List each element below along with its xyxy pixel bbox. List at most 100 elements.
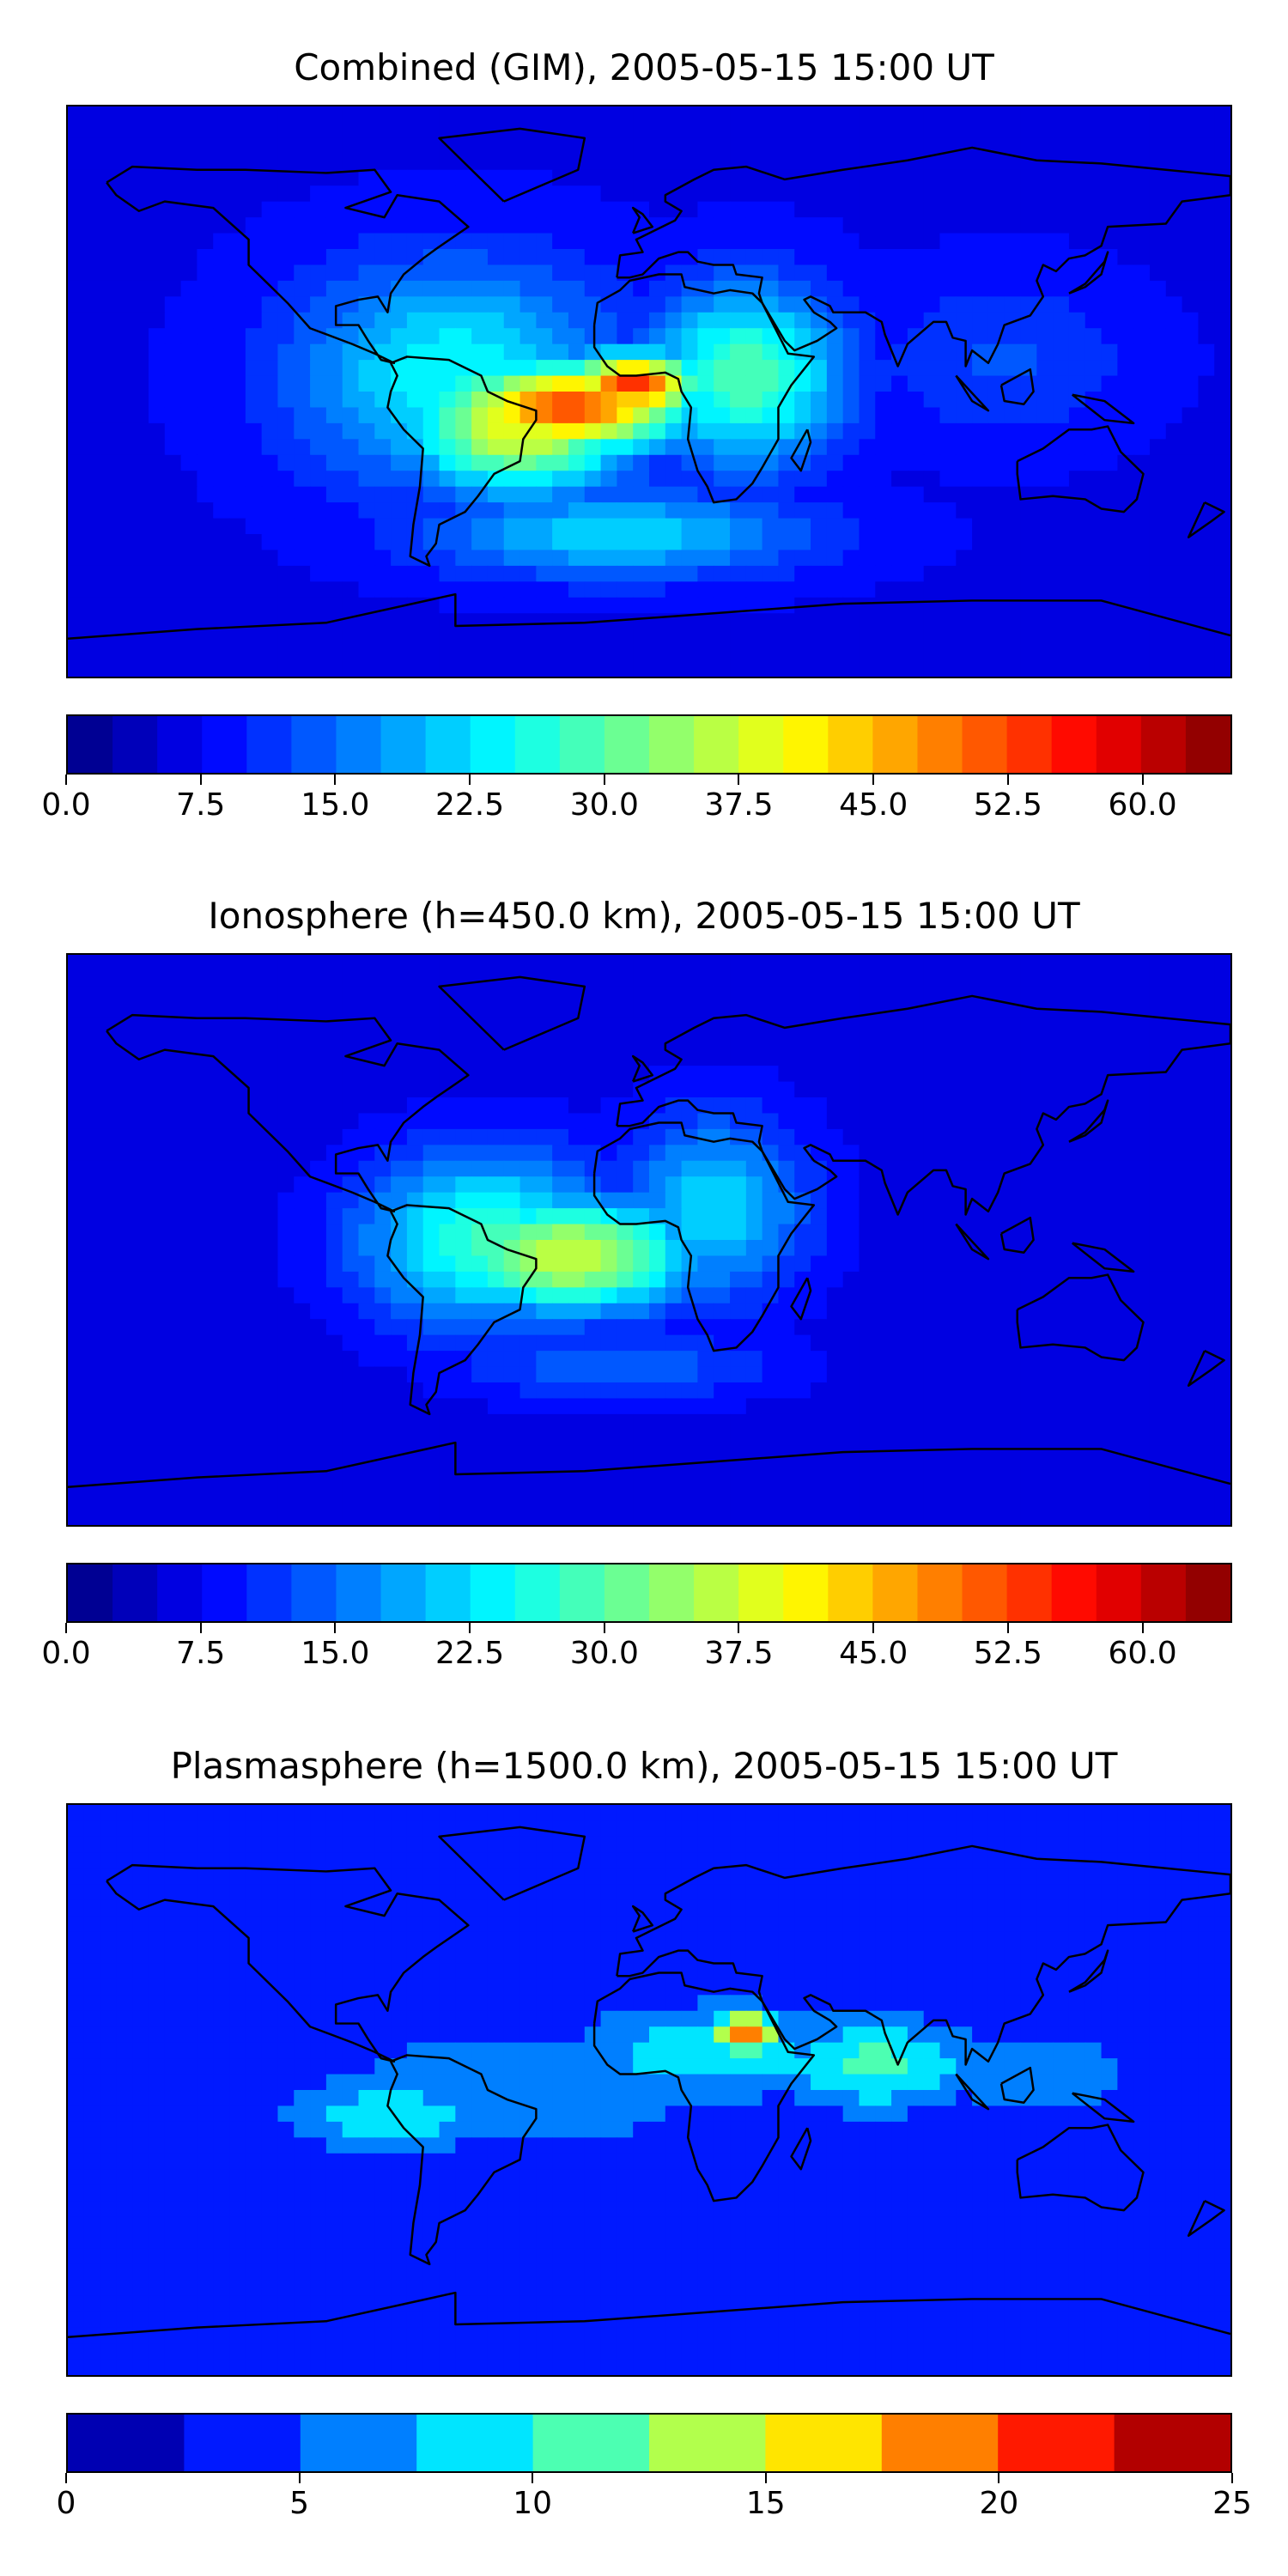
- field-cell: [681, 137, 699, 155]
- field-cell: [229, 550, 246, 567]
- field-cell: [261, 1049, 279, 1066]
- field-cell: [972, 422, 989, 440]
- field-cell: [68, 106, 85, 124]
- field-cell: [519, 154, 537, 171]
- field-cell: [294, 1430, 311, 1447]
- field-cell: [116, 518, 133, 535]
- field-cell: [455, 645, 472, 662]
- field-cell: [310, 645, 327, 662]
- field-cell: [649, 1145, 666, 1162]
- field-cell: [406, 201, 424, 218]
- field-cell: [762, 217, 780, 234]
- field-cell: [149, 122, 166, 139]
- field-cell: [116, 233, 133, 250]
- field-cell: [325, 565, 343, 582]
- field-cell: [972, 280, 989, 297]
- field-cell: [987, 1160, 1005, 1177]
- field-cell: [1068, 360, 1086, 377]
- field-cell: [197, 454, 214, 471]
- field-cell: [681, 360, 699, 377]
- field-cell: [1117, 955, 1134, 972]
- field-cell: [503, 597, 521, 614]
- field-cell: [1101, 1049, 1118, 1066]
- field-cell: [939, 296, 957, 313]
- field-cell: [811, 1034, 828, 1051]
- field-cell: [649, 201, 666, 218]
- field-cell: [633, 629, 650, 646]
- field-cell: [1133, 1271, 1151, 1288]
- field-cell: [665, 1034, 683, 1051]
- field-cell: [600, 1287, 617, 1304]
- field-cell: [132, 137, 149, 155]
- field-cell: [1165, 392, 1183, 409]
- coastline: [616, 146, 1230, 368]
- field-cell: [406, 312, 424, 329]
- field-cell: [697, 660, 714, 677]
- field-cell: [1117, 249, 1134, 266]
- field-cell: [261, 1430, 279, 1447]
- field-cell: [972, 970, 989, 987]
- field-cell: [923, 597, 941, 614]
- field-cell: [842, 137, 860, 155]
- field-cell: [116, 1461, 133, 1479]
- field-cell: [471, 1049, 489, 1066]
- field-cell: [1068, 1255, 1086, 1273]
- field-cell: [1133, 1208, 1151, 1225]
- field-cell: [1004, 1081, 1022, 1098]
- field-cell: [471, 1271, 489, 1288]
- field-cell: [1036, 581, 1054, 598]
- field-cell: [875, 343, 892, 361]
- field-cell: [229, 280, 246, 297]
- field-cell: [197, 518, 214, 535]
- field-cell: [1149, 201, 1167, 218]
- colorbar-tick-label: 45.0: [839, 787, 908, 823]
- field-cell: [745, 645, 763, 662]
- field-cell: [132, 375, 149, 392]
- field-cell: [116, 970, 133, 987]
- field-cell: [1149, 1366, 1167, 1383]
- field-cell: [568, 233, 586, 250]
- field-cell: [164, 217, 182, 234]
- field-cell: [714, 1145, 731, 1162]
- field-cell: [1020, 122, 1037, 139]
- field-cell: [1182, 106, 1199, 124]
- field-cell: [132, 233, 149, 250]
- field-cell: [294, 1461, 311, 1479]
- field-cell: [842, 1113, 860, 1130]
- field-cell: [1149, 565, 1167, 582]
- field-cell: [439, 1334, 456, 1352]
- field-cell: [1149, 137, 1167, 155]
- field-cell: [681, 486, 699, 503]
- panel-2-map-svg: [68, 955, 1230, 1525]
- field-cell: [745, 375, 763, 392]
- field-cell: [1133, 550, 1151, 567]
- field-cell: [132, 581, 149, 598]
- field-cell: [310, 1049, 327, 1066]
- field-cell: [552, 137, 569, 155]
- field-cell: [310, 1334, 327, 1352]
- field-cell: [149, 1303, 166, 1320]
- field-cell: [665, 550, 683, 567]
- field-cell: [1198, 233, 1215, 250]
- field-cell: [1165, 1334, 1183, 1352]
- field-cell: [83, 1366, 101, 1383]
- field-cell: [471, 1366, 489, 1383]
- field-cell: [1036, 106, 1054, 124]
- field-cell: [923, 1208, 941, 1225]
- field-cell: [422, 1240, 440, 1257]
- field-cell: [358, 1445, 375, 1462]
- field-cell: [1020, 1366, 1037, 1383]
- field-cell: [987, 1208, 1005, 1225]
- field-cell: [923, 1176, 941, 1194]
- field-cell: [1149, 264, 1167, 282]
- field-cell: [1036, 1176, 1054, 1194]
- field-cell: [859, 1097, 876, 1115]
- field-cell: [617, 312, 634, 329]
- field-cell: [956, 122, 973, 139]
- field-cell: [1214, 1303, 1230, 1320]
- field-cell: [1053, 1097, 1070, 1115]
- field-cell: [987, 518, 1005, 535]
- field-cell: [149, 1034, 166, 1051]
- field-cell: [891, 660, 908, 677]
- field-cell: [633, 137, 650, 155]
